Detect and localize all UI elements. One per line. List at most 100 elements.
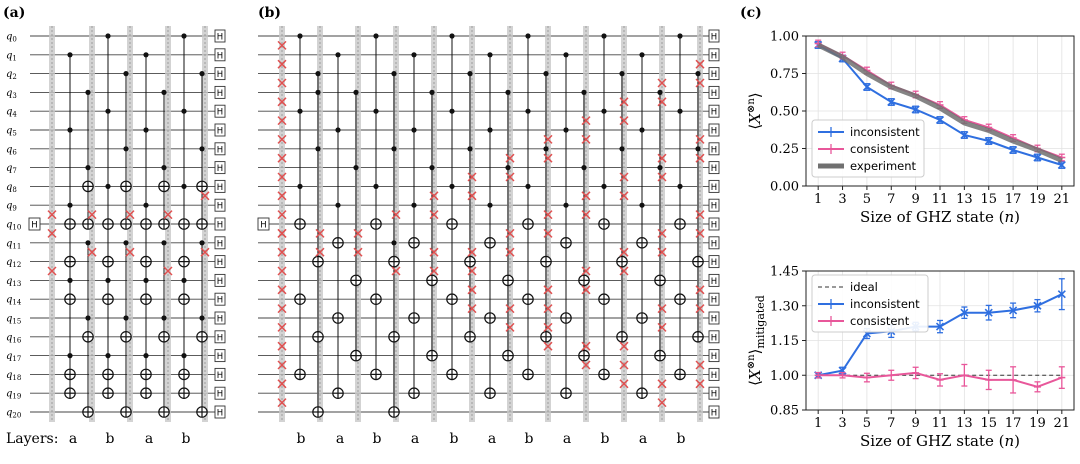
y-tick-label: 0.25	[770, 142, 799, 157]
hadamard-label: H	[711, 33, 717, 43]
swap-marker	[619, 266, 629, 276]
hadamard-gate	[214, 217, 226, 231]
qubit-label: q18	[6, 370, 21, 382]
swap-marker	[581, 266, 591, 276]
swap-marker	[619, 341, 629, 351]
cnot-control	[143, 277, 149, 283]
swap-marker	[87, 247, 97, 257]
swap-marker	[277, 78, 287, 88]
cnot-control	[85, 165, 91, 171]
series-inconsistent-point	[984, 308, 993, 317]
swap-marker	[695, 379, 705, 389]
cnot-control	[695, 71, 701, 77]
hadamard-label: H	[217, 127, 223, 137]
cnot-control	[181, 353, 187, 359]
cnot-control	[143, 127, 149, 133]
hadamard-gate	[708, 236, 720, 250]
swap-marker	[391, 210, 401, 220]
cnot-control	[123, 146, 129, 152]
panel-label-c: (c)	[740, 5, 762, 21]
cnot-control	[601, 108, 607, 114]
plot-frame	[805, 35, 1075, 187]
cnot-control	[411, 202, 417, 208]
hadamard-label: H	[217, 108, 223, 118]
y-tick-label: 1.00	[770, 30, 799, 45]
swap-marker	[277, 304, 287, 314]
hadamard-label: H	[217, 409, 223, 419]
qubit-label: q17	[6, 351, 21, 363]
swap-marker	[277, 40, 287, 50]
x-tick-label: 9	[911, 416, 919, 431]
cnot-control	[161, 315, 167, 321]
cnot-control	[657, 89, 663, 95]
x-axis-label: Size of GHZ state (n)	[860, 208, 1020, 226]
hadamard-label: H	[711, 145, 717, 155]
swap-marker	[277, 134, 287, 144]
hadamard-gate	[214, 48, 226, 62]
cnot-control	[467, 71, 473, 77]
series-inconsistent-point	[935, 322, 945, 331]
hadamard-gate-start	[257, 217, 270, 231]
hadamard-gate-start	[28, 217, 41, 231]
layer-label: a	[411, 431, 419, 447]
swap-marker	[657, 247, 667, 257]
swap-marker	[505, 304, 515, 314]
cnot-control	[105, 277, 111, 283]
swap-marker	[277, 341, 287, 351]
hadamard-gate	[214, 405, 226, 419]
swap-marker	[277, 210, 287, 220]
x-tick-label: 7	[887, 192, 895, 207]
cnot-control	[143, 353, 149, 359]
legend-label-consistent: consistent	[850, 314, 910, 328]
cnot-control	[619, 146, 625, 152]
cnot-control	[67, 52, 73, 58]
hadamard-gate	[214, 330, 226, 344]
hadamard-gate	[708, 330, 720, 344]
y-axis-label: ⟨X⊗n⟩	[746, 92, 764, 129]
cnot-control	[619, 71, 625, 77]
swap-marker	[429, 247, 439, 257]
cnot-control	[85, 89, 91, 95]
plot-frame	[805, 270, 1075, 411]
cnot-control	[85, 240, 91, 246]
series-inconsistent-point	[862, 82, 871, 92]
cnot-control	[677, 33, 683, 39]
x-tick-label: 13	[956, 416, 973, 431]
hadamard-label: H	[711, 51, 717, 61]
x-tick-label: 3	[838, 192, 846, 207]
swap-marker	[125, 210, 135, 220]
qubit-label: q16	[6, 332, 22, 344]
panel-label-a: (a)	[3, 5, 25, 21]
cnot-control	[161, 240, 167, 246]
cnot-control	[161, 165, 167, 171]
hadamard-gate	[214, 104, 226, 118]
cnot-control	[199, 71, 205, 77]
x-axis-label: Size of GHZ state (n)	[860, 432, 1020, 450]
cnot-control	[373, 108, 379, 114]
swap-marker	[581, 191, 591, 201]
hadamard-gate	[214, 29, 226, 43]
hadamard-label: H	[711, 296, 717, 306]
hadamard-gate	[708, 48, 720, 62]
hadamard-label: H	[711, 108, 717, 118]
hadamard-label: H	[711, 239, 717, 249]
hadamard-gate	[708, 367, 720, 381]
cnot-control	[373, 33, 379, 39]
cnot-control	[181, 33, 187, 39]
qubit-label: q2	[6, 69, 17, 81]
layer-label: b	[373, 431, 382, 447]
swap-marker	[657, 398, 667, 408]
cnot-control	[525, 183, 531, 189]
x-tick-label: 17	[1005, 192, 1022, 207]
cnot-control	[335, 52, 341, 58]
hadamard-gate	[214, 198, 226, 212]
swap-marker	[695, 59, 705, 69]
cnot-control	[429, 89, 435, 95]
swap-marker	[467, 191, 477, 201]
series-inconsistent-point	[887, 97, 896, 107]
swap-marker	[277, 59, 287, 69]
swap-marker	[277, 228, 287, 238]
cnot-control	[105, 183, 111, 189]
qubit-label: q10	[6, 220, 21, 232]
series-inconsistent-point	[960, 130, 969, 140]
